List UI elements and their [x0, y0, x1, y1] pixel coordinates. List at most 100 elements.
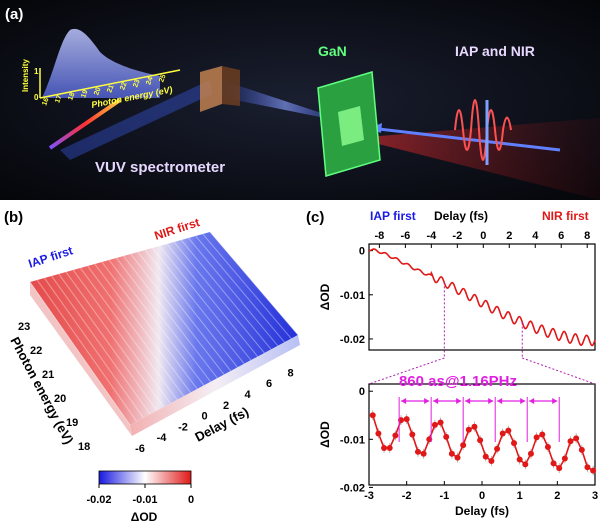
colorbar-label: ΔOD — [131, 510, 158, 524]
arrowhead-left-icon — [433, 398, 439, 404]
data-point — [375, 430, 382, 437]
colorbar-tick-label: 0 — [188, 494, 194, 506]
panel-b-x-tick: -2 — [178, 421, 188, 433]
top-chart-x-tick-label: 8 — [584, 230, 590, 242]
bottom-chart-x-tick-label: 3 — [592, 490, 598, 502]
data-point — [420, 450, 427, 457]
nir-pulse — [454, 99, 512, 161]
beam-label: IAP and NIR — [455, 43, 535, 59]
inset-x-tick: 18 — [67, 92, 76, 102]
data-point — [578, 446, 585, 453]
iap-beam-incoming — [369, 126, 561, 152]
panel-b-x-tick: -4 — [157, 432, 168, 444]
data-point — [369, 412, 376, 419]
ripple-line — [123, 255, 218, 379]
ripple-line — [51, 275, 151, 415]
panel-a-label: (a) — [5, 6, 23, 23]
top-chart-x-tick-label: 0 — [480, 230, 486, 242]
inset-x-tick: 16 — [41, 97, 50, 107]
data-point — [499, 430, 506, 437]
inset-spectrum: 16 17 18 19 20 21 22 23 24 25 Photon energy (eV) … — [21, 28, 181, 110]
data-point — [465, 426, 472, 433]
inset-y-tick-0: 0 — [34, 93, 39, 102]
data-point — [431, 421, 438, 428]
top-chart: 0 -0.01 -0.02 -8 -6 -4 -2 0 2 4 6 8 ΔOD — [318, 230, 596, 351]
inset-x-tick: 22 — [119, 81, 128, 91]
ripple-line — [58, 273, 158, 411]
ripple-line — [115, 257, 212, 383]
data-point — [414, 448, 421, 455]
inset-x-tick: 21 — [106, 84, 115, 94]
data-point — [590, 467, 597, 474]
period-annotation: 860 as@1.16PHz — [399, 373, 517, 390]
panel-b-y-tick: 20 — [54, 393, 66, 405]
data-point — [392, 432, 399, 439]
panel-b-label: (b) — [4, 209, 23, 226]
arrowhead-left-icon — [497, 398, 503, 404]
ripple-line — [29, 281, 131, 426]
ripple-line — [166, 243, 259, 357]
ripple-line — [94, 263, 191, 393]
ripple-line — [65, 271, 165, 408]
data-point — [482, 453, 489, 460]
panel-c-top-axis-label: Delay (fs) — [434, 209, 488, 223]
top-chart-x-tick-label: -6 — [400, 230, 410, 242]
data-point — [471, 423, 478, 430]
data-point — [567, 438, 574, 445]
bottom-chart-y-label: ΔOD — [318, 421, 332, 448]
detected-spectrum — [48, 98, 122, 150]
arrowhead-right-icon — [456, 398, 462, 404]
data-point — [460, 442, 467, 449]
data-point — [511, 440, 518, 447]
ripple-line — [43, 277, 144, 419]
zoom-line-left-diag — [368, 357, 445, 385]
gan-label: GaN — [318, 43, 347, 59]
data-point — [522, 461, 529, 468]
bottom-chart-y-tick-label: -0.01 — [340, 434, 365, 446]
arrowhead-right-icon — [552, 398, 558, 404]
panel-c-label: (c) — [306, 209, 324, 226]
data-point — [477, 437, 484, 444]
colorbar-ticks: -0.02 -0.01 0 — [86, 484, 194, 506]
bottom-chart-x-tick-label: 0 — [479, 490, 485, 502]
top-chart-y-label: ΔOD — [318, 283, 332, 310]
inset-x-tick: 23 — [132, 79, 141, 89]
data-point — [437, 419, 444, 426]
colorbar: -0.02 -0.01 0 ΔOD — [86, 470, 194, 524]
arrowhead-right-icon — [488, 398, 494, 404]
panel-b-y-tick: 22 — [30, 345, 42, 357]
panel-b-y-tick: 18 — [78, 441, 90, 453]
ripple-line — [36, 279, 138, 422]
ripple-line — [187, 237, 279, 347]
data-point — [494, 445, 501, 452]
surface-front — [130, 335, 300, 436]
ripple-line — [79, 267, 178, 401]
colorbar-tick-label: -0.01 — [132, 494, 157, 506]
dispersed-beam — [60, 80, 212, 160]
top-chart-x-tick-label: -4 — [426, 230, 437, 242]
inset-y-label: Intensity — [21, 59, 30, 92]
inset-spectrum-fill — [42, 28, 160, 99]
bottom-chart-x-tick-label: -1 — [439, 490, 449, 502]
ripple-line — [151, 247, 245, 365]
top-chart-y-tick-label: -0.02 — [340, 334, 365, 346]
inset-x-tick: 20 — [93, 86, 102, 96]
ripple-line — [209, 231, 299, 336]
data-point — [550, 460, 557, 467]
inset-x-tick: 25 — [158, 73, 167, 83]
bottom-chart-x-tick-label: -2 — [402, 490, 412, 502]
data-point — [533, 434, 540, 441]
inset-x-tick: 17 — [54, 94, 63, 104]
surface-side — [30, 282, 132, 436]
data-point — [488, 457, 495, 464]
inset-x-tick: 19 — [80, 89, 89, 99]
grating — [200, 66, 222, 112]
top-chart-x-tick-label: -2 — [452, 230, 462, 242]
top-chart-frame — [368, 243, 596, 351]
top-chart-x-tick-label: 2 — [506, 230, 512, 242]
zoom-line-right-diag — [522, 357, 596, 385]
ripple-line — [87, 265, 185, 397]
ripple-line — [195, 235, 285, 343]
nir-beam — [355, 118, 600, 200]
